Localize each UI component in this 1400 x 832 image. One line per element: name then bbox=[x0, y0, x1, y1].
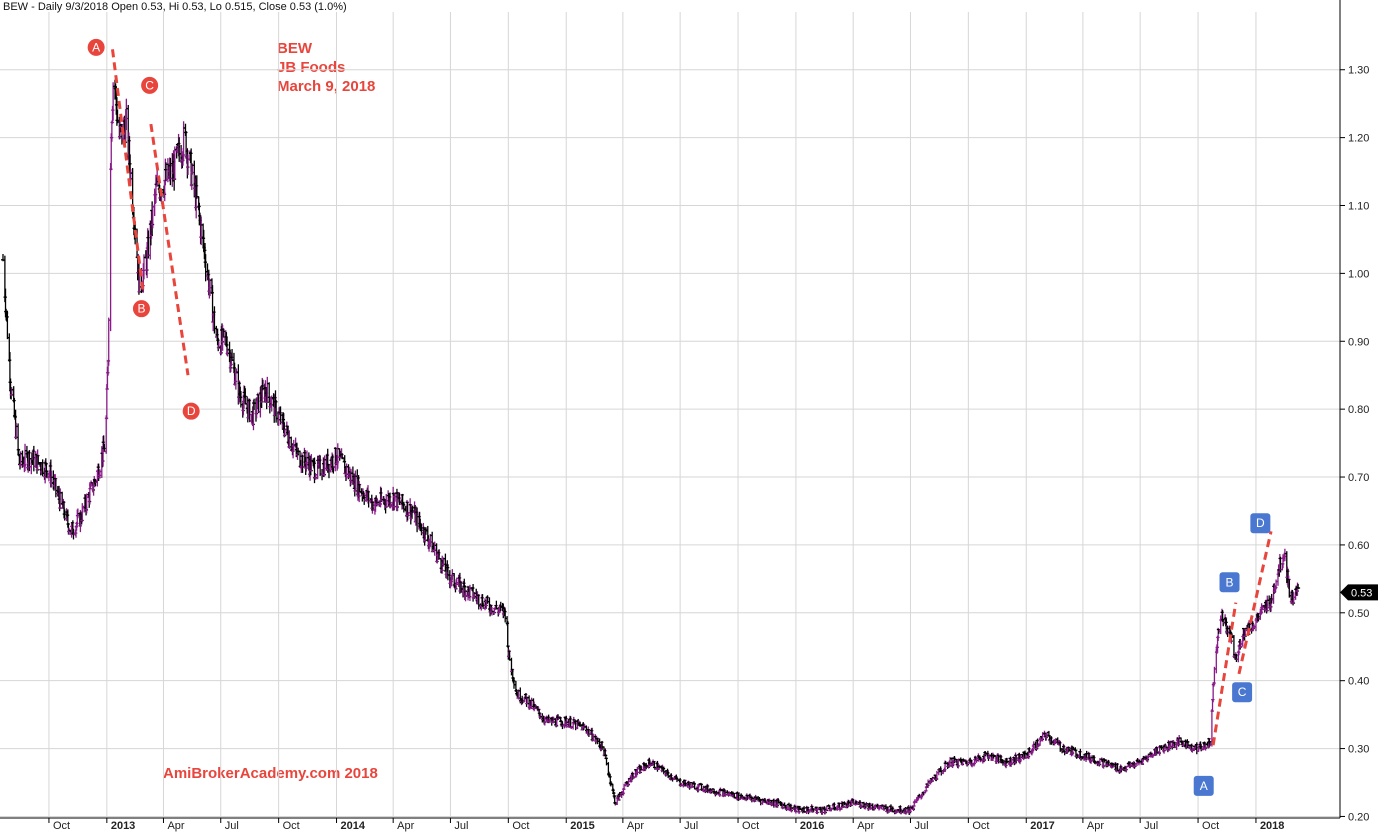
box-marker-b: B bbox=[1219, 572, 1240, 593]
y-tick-label: 1.00 bbox=[1348, 268, 1369, 280]
x-tick-label: Oct bbox=[283, 820, 300, 832]
y-tick-label: 0.20 bbox=[1348, 811, 1369, 823]
x-tick-label: 2014 bbox=[341, 820, 366, 832]
x-tick-label: Apr bbox=[167, 820, 184, 832]
box-marker-a: A bbox=[1193, 775, 1214, 796]
last-price-tag: 0.53 bbox=[1340, 584, 1378, 601]
round-marker-a: A bbox=[86, 37, 106, 57]
x-tick-label: 2018 bbox=[1260, 820, 1284, 832]
x-tick-label: Jul bbox=[914, 820, 928, 832]
y-tick-label: 0.30 bbox=[1348, 744, 1369, 756]
x-tick-label: Jul bbox=[225, 820, 239, 832]
y-tick-label: 0.40 bbox=[1348, 676, 1369, 688]
x-tick-label: Apr bbox=[857, 820, 874, 832]
round-marker-d: D bbox=[181, 401, 201, 421]
trend-line bbox=[1237, 531, 1273, 675]
box-marker-label: D bbox=[1256, 516, 1265, 530]
watermark: AmiBrokerAcademy.com 2018 bbox=[163, 765, 378, 782]
y-tick-label: 0.80 bbox=[1348, 404, 1369, 416]
y-tick-label: 1.10 bbox=[1348, 200, 1369, 212]
title-company: JB Foods bbox=[277, 59, 346, 76]
x-tick-label: 2016 bbox=[800, 820, 824, 832]
trend-line bbox=[1211, 602, 1238, 746]
trend-line bbox=[111, 49, 145, 294]
x-tick-label: Jul bbox=[1144, 820, 1158, 832]
chart-header: BEW - Daily 9/3/2018 Open 0.53, Hi 0.53,… bbox=[3, 1, 347, 13]
x-tick-label: 2015 bbox=[570, 820, 594, 832]
axes: 0.20 0.30 0.40 0.50 0.60 0.70 0.80 0.90 1.00 1.10… bbox=[0, 0, 1369, 832]
title-date: March 9, 2018 bbox=[277, 78, 376, 95]
x-tick-label: Jul bbox=[454, 820, 468, 832]
x-tick-label: Oct bbox=[1202, 820, 1219, 832]
round-marker-c: C bbox=[140, 75, 160, 95]
x-tick-label: Oct bbox=[53, 820, 70, 832]
x-tick-label: Oct bbox=[512, 820, 529, 832]
x-tick-label: 2017 bbox=[1030, 820, 1054, 832]
round-marker-label: C bbox=[145, 78, 154, 92]
price-bar bbox=[1296, 583, 1301, 589]
chart-title-block: BEW JB Foods March 9, 2018 bbox=[277, 39, 375, 96]
y-tick-label: 0.90 bbox=[1348, 336, 1369, 348]
last-price-bg bbox=[1340, 584, 1378, 601]
y-tick-label: 0.50 bbox=[1348, 608, 1369, 620]
x-tick-label: Oct bbox=[972, 820, 989, 832]
price-bars bbox=[1, 79, 1301, 816]
title-ticker: BEW bbox=[277, 40, 312, 57]
x-tick-label: Oct bbox=[742, 820, 759, 832]
grid-lines bbox=[0, 12, 1340, 818]
trend-lines bbox=[111, 49, 1273, 746]
x-tick-label: Apr bbox=[397, 820, 414, 832]
round-marker-label: B bbox=[137, 302, 145, 316]
y-tick-label: 0.70 bbox=[1348, 472, 1369, 484]
round-marker-label: D bbox=[187, 404, 196, 418]
box-marker-d: D bbox=[1250, 513, 1271, 534]
price-bar bbox=[505, 620, 510, 648]
x-tick-label: 2013 bbox=[111, 820, 135, 832]
wave-markers: A B C D A B C D bbox=[86, 37, 1271, 796]
trend-line bbox=[149, 123, 190, 376]
last-price-label: 0.53 bbox=[1351, 587, 1372, 599]
y-tick-label: 1.20 bbox=[1348, 133, 1369, 145]
box-marker-label: C bbox=[1238, 685, 1247, 699]
round-marker-label: A bbox=[92, 40, 100, 54]
y-tick-label: 0.60 bbox=[1348, 540, 1369, 552]
price-bar bbox=[109, 120, 114, 142]
round-marker-b: B bbox=[131, 299, 151, 319]
box-marker-label: A bbox=[1200, 779, 1208, 793]
x-tick-label: Apr bbox=[1087, 820, 1104, 832]
y-tick-label: 1.30 bbox=[1348, 65, 1369, 77]
x-tick-label: Apr bbox=[627, 820, 644, 832]
price-bar bbox=[108, 162, 113, 332]
x-tick-label: Jul bbox=[684, 820, 698, 832]
box-marker-label: B bbox=[1226, 575, 1234, 589]
box-marker-c: C bbox=[1232, 682, 1253, 703]
